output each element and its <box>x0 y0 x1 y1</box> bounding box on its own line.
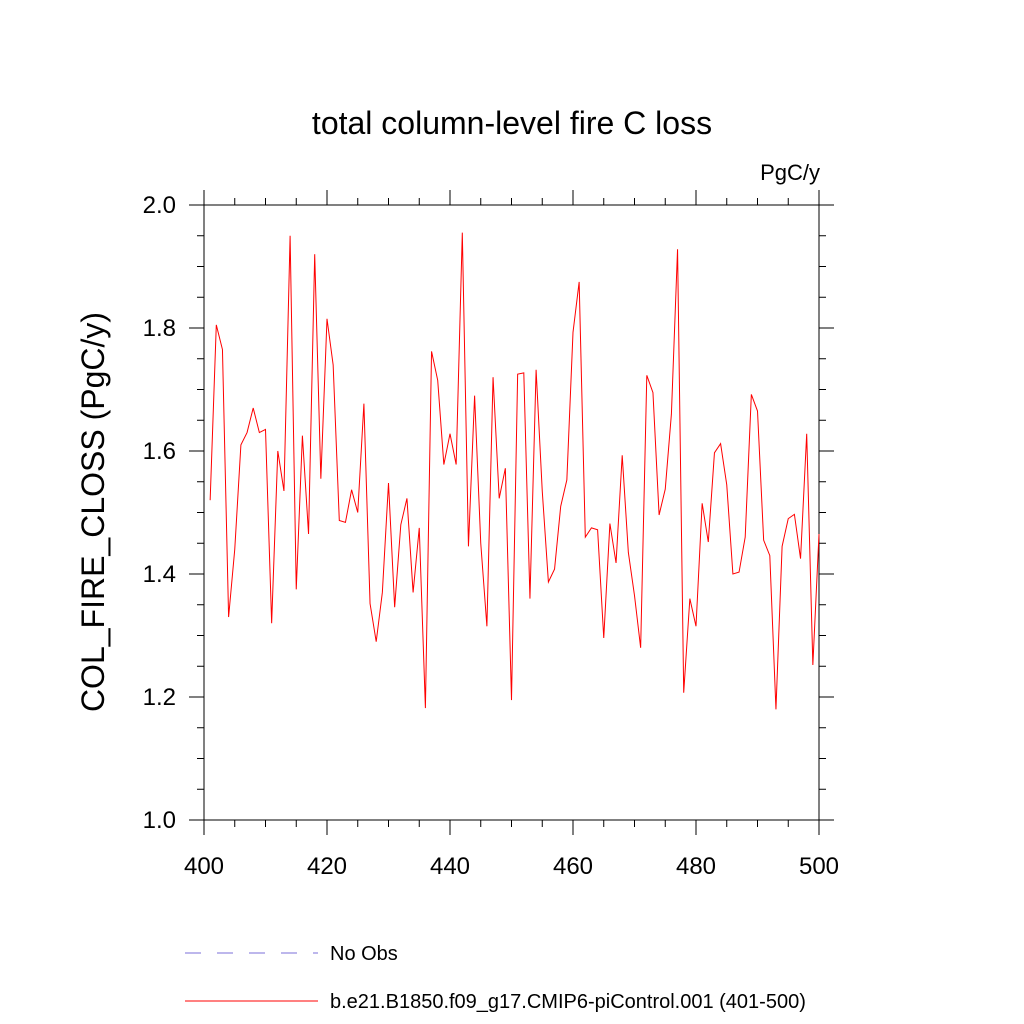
x-tick-label: 500 <box>799 853 839 880</box>
series-layer <box>209 232 820 710</box>
x-tick-label: 400 <box>184 853 224 880</box>
y-tick-label: 2.0 <box>143 192 176 219</box>
y-tick-label: 1.2 <box>143 684 176 711</box>
legend-label-piControl: b.e21.B1850.f09_g17.CMIP6-piControl.001 … <box>330 991 806 1013</box>
y-tick-label: 1.4 <box>143 561 176 588</box>
x-tick-label: 440 <box>430 853 470 880</box>
y-tick-label: 1.0 <box>143 807 176 834</box>
x-axis-ticks <box>203 190 820 835</box>
x-axis-tick-labels: 400 420 440 460 480 500 <box>184 853 839 880</box>
y-axis-label: COL_FIRE_CLOSS (PgC/y) <box>75 312 111 712</box>
chart-title: total column-level fire C loss <box>312 105 712 141</box>
units-label: PgC/y <box>760 160 820 185</box>
y-axis-tick-labels: 1.0 1.2 1.4 1.6 1.8 2.0 <box>143 192 176 834</box>
y-axis-ticks <box>189 204 834 821</box>
x-tick-label: 420 <box>307 853 347 880</box>
legend-label-no-obs: No Obs <box>330 943 398 965</box>
x-tick-label: 480 <box>676 853 716 880</box>
legend: No Obs b.e21.B1850.f09_g17.CMIP6-piContr… <box>185 943 806 1013</box>
y-tick-label: 1.8 <box>143 315 176 342</box>
series-line-piControl <box>209 232 820 710</box>
x-tick-label: 460 <box>553 853 593 880</box>
plot-frame <box>203 204 820 821</box>
y-tick-label: 1.6 <box>143 438 176 465</box>
